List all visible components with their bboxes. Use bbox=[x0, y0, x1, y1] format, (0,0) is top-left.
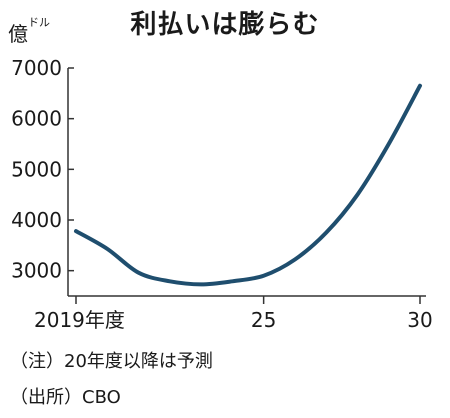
y-tick-label-5000: 5000 bbox=[11, 157, 62, 181]
x-tick-label-2025: 25 bbox=[251, 308, 276, 332]
y-tick-label-3000: 3000 bbox=[11, 259, 62, 283]
x-tick-label-2030: 30 bbox=[407, 308, 432, 332]
y-tick-label-7000: 7000 bbox=[11, 56, 62, 80]
chart-title: 利払いは膨らむ bbox=[130, 10, 320, 40]
x-tick-label-2019: 2019年度 bbox=[34, 308, 125, 332]
y-axis-unit-label: 億ドル bbox=[8, 16, 50, 47]
y-tick-label-4000: 4000 bbox=[11, 208, 62, 232]
source-note: （出所）CBO bbox=[10, 387, 121, 408]
y-tick-label-6000: 6000 bbox=[11, 107, 62, 131]
y-axis-unit: ドル bbox=[28, 16, 50, 29]
series-line-0 bbox=[74, 83, 422, 287]
y-axis-label: 億 bbox=[8, 22, 28, 46]
forecast-note: （注）20年度以降は予測 bbox=[10, 351, 213, 372]
